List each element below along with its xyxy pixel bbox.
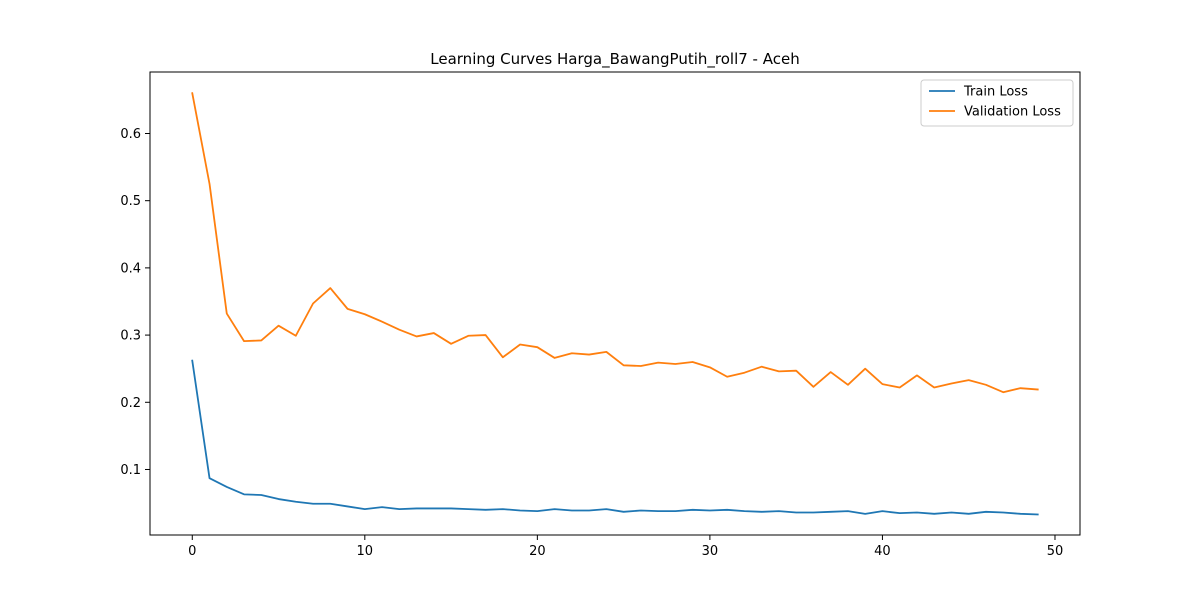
legend: Train Loss Validation Loss [920, 79, 1074, 127]
legend-box [920, 79, 1074, 127]
y-tick-label: 0.6 [120, 127, 141, 142]
legend-label-train-loss: Train Loss [963, 85, 1028, 100]
series-line-validation-loss [191, 92, 1039, 394]
y-tick-label: 0.2 [120, 396, 141, 411]
chart-title: Learning Curves Harga_BawangPutih_roll7 … [430, 50, 799, 69]
x-tick-label: 30 [702, 544, 719, 559]
y-tick-label: 0.4 [120, 261, 141, 276]
legend-label-validation-loss: Validation Loss [964, 105, 1061, 120]
y-axis: 0.1 0.2 0.3 0.4 0.5 0.6 [120, 127, 150, 478]
y-tick-label: 0.3 [120, 329, 141, 344]
x-tick-label: 40 [874, 544, 891, 559]
series-layer [191, 92, 1039, 516]
plot-area [149, 71, 1081, 536]
y-tick-label: 0.5 [120, 194, 141, 209]
x-tick-label: 0 [188, 544, 196, 559]
y-tick-label: 0.1 [120, 463, 141, 478]
x-tick-label: 20 [529, 544, 546, 559]
x-axis: 0 10 20 30 40 50 [188, 535, 1063, 559]
x-tick-label: 50 [1047, 544, 1064, 559]
plot-frame [149, 71, 1081, 536]
series-line-train-loss [191, 359, 1039, 516]
x-tick-label: 10 [357, 544, 374, 559]
